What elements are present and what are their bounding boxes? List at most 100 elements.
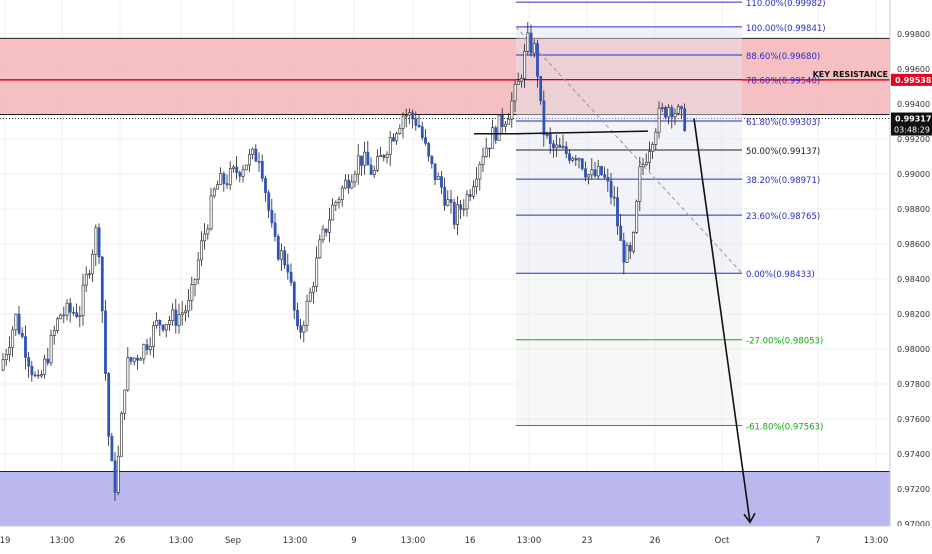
candle-body <box>590 169 594 176</box>
candle-body <box>657 107 661 133</box>
candle-body <box>248 154 251 166</box>
time-tick-label: 7 <box>815 536 820 546</box>
candle-body <box>449 199 453 203</box>
candle-body <box>609 180 613 198</box>
candle-body <box>398 128 402 135</box>
candle-body <box>161 324 165 331</box>
candle-body <box>600 166 603 175</box>
candle-body <box>468 194 472 197</box>
candle-body <box>72 311 75 314</box>
candle-body <box>516 80 520 85</box>
price-tick-label: 0.98400 <box>897 275 930 284</box>
candle-body <box>123 389 127 414</box>
candle-body <box>577 158 581 161</box>
fib-level-label: 23.60%(0.98765) <box>746 212 820 222</box>
bar-countdown-label: 03:48:29 <box>894 126 930 135</box>
candle-body <box>542 100 546 135</box>
candle-body <box>36 374 40 377</box>
price-tick-label: 0.97400 <box>897 450 930 459</box>
candle-body <box>424 137 427 144</box>
price-tick-label: 0.99800 <box>897 30 930 39</box>
candle-body <box>584 168 587 178</box>
candle-body <box>187 299 191 312</box>
candle-body <box>440 176 443 188</box>
candle-body <box>100 256 104 312</box>
candle-body <box>628 245 632 252</box>
candle-body <box>158 319 162 326</box>
candle-body <box>62 314 66 317</box>
candle-body <box>132 357 136 362</box>
candle-body <box>596 166 600 177</box>
candle-body <box>120 413 123 457</box>
price-tick-label: 0.99000 <box>897 170 930 179</box>
candle-body <box>363 151 367 166</box>
candle-body <box>491 127 495 149</box>
candle-body <box>321 228 325 241</box>
candle-body <box>456 204 459 225</box>
candle-body <box>78 315 82 317</box>
candle-body <box>97 227 101 258</box>
candle-body <box>184 310 187 314</box>
candle-body <box>328 219 331 233</box>
candle-body <box>344 179 347 189</box>
neckline-right <box>515 130 649 135</box>
candle-body <box>641 164 645 168</box>
candle-body <box>414 118 418 126</box>
candle-body <box>385 154 389 158</box>
candle-body <box>676 106 680 114</box>
candle-body <box>606 176 610 182</box>
candle-body <box>142 344 146 360</box>
price-tick-label: 0.98600 <box>897 240 930 249</box>
candle-body <box>523 51 527 79</box>
price-tick-label: 0.99400 <box>897 100 930 109</box>
fib-level-label: 0.00%(0.98433) <box>746 270 815 280</box>
candle-body <box>513 84 517 102</box>
candle-body <box>88 273 91 276</box>
candle-body <box>638 166 642 202</box>
time-tick-label: Sep <box>225 536 241 546</box>
projection-arrow-head <box>743 512 756 524</box>
candle-body <box>24 336 27 358</box>
candle-body <box>648 151 651 163</box>
price-tick-label: 0.98800 <box>897 205 930 214</box>
candle-body <box>222 173 226 184</box>
candle-body <box>305 300 309 326</box>
time-tick-label: 13:00 <box>169 536 194 546</box>
candle-body <box>459 204 463 210</box>
time-tick-label: 9 <box>351 536 356 546</box>
candle-body <box>568 153 571 161</box>
candle-body <box>616 197 619 227</box>
candle-body <box>155 319 159 326</box>
candle-body <box>276 236 280 260</box>
candle-body <box>433 163 437 180</box>
candle-body <box>462 208 466 211</box>
candle-body <box>46 358 50 364</box>
candle-body <box>280 250 283 260</box>
candle-body <box>497 114 501 141</box>
candle-body <box>216 184 219 190</box>
candle-body <box>296 309 299 327</box>
candle-body <box>308 291 312 302</box>
candle-body <box>145 344 149 351</box>
candle-body <box>443 187 447 206</box>
candle-body <box>43 358 47 375</box>
fib-level-label: -27.00%(0.98053) <box>746 337 823 347</box>
price-tick-label: 0.97200 <box>897 485 930 494</box>
candle-body <box>472 186 475 197</box>
time-tick-label: 13:00 <box>864 536 889 546</box>
candle-body <box>587 174 591 178</box>
candle-body <box>564 146 568 154</box>
fib-level-label: 110.00%(0.99982) <box>746 0 826 9</box>
candle-body <box>232 166 235 169</box>
candle-body <box>478 163 482 180</box>
candle-body <box>430 155 434 164</box>
candle-body <box>452 202 456 225</box>
candle-body <box>644 162 648 165</box>
candle-body <box>612 196 616 199</box>
candle-body <box>75 312 79 317</box>
price-tick-label: 0.99600 <box>897 65 930 74</box>
candle-body <box>196 259 200 280</box>
candle-body <box>532 43 536 54</box>
candle-body <box>8 347 11 355</box>
